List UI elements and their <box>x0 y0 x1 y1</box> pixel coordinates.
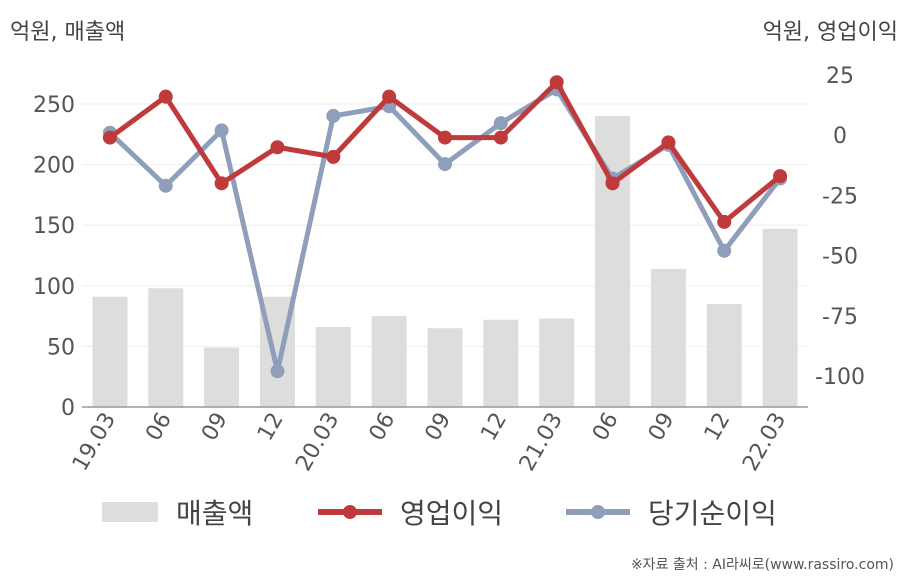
legend-label-net: 당기순이익 <box>648 497 777 530</box>
net-point <box>326 108 341 123</box>
right-tick-label: 0 <box>833 124 847 149</box>
operating-point <box>326 149 341 164</box>
revenue-bar <box>315 327 351 407</box>
x-tick-label: 12 <box>253 409 289 446</box>
x-tick-label: 09 <box>644 409 680 446</box>
left-tick-label: 0 <box>61 396 75 421</box>
revenue-bar <box>148 288 184 407</box>
right-axis-ticks: 25 0 -25 -50 -75 -100 <box>815 64 865 390</box>
operating-point <box>717 214 732 229</box>
left-tick-label: 200 <box>33 154 75 179</box>
net-point <box>270 364 285 379</box>
operating-line <box>108 79 782 225</box>
net-point <box>158 178 173 193</box>
right-tick-label: 25 <box>826 64 854 89</box>
right-tick-label: -25 <box>822 184 858 209</box>
x-tick-label: 20.03 <box>291 409 344 476</box>
operating-point <box>773 169 788 184</box>
x-tick-label: 12 <box>476 409 512 446</box>
revenue-bar <box>483 319 519 407</box>
revenue-bar <box>427 328 463 407</box>
x-tick-label: 09 <box>197 409 233 446</box>
x-tick-label: 09 <box>421 409 457 446</box>
right-tick-label: -75 <box>822 305 858 330</box>
operating-point <box>605 176 620 191</box>
net-point <box>717 243 732 258</box>
source-note: ※자료 출처 : AI라씨로(www.rassiro.com) <box>630 557 894 573</box>
revenue-bar <box>92 296 128 407</box>
x-tick-label: 06 <box>141 409 177 446</box>
x-tick-label: 19.03 <box>68 409 121 476</box>
x-tick-label: 06 <box>365 409 401 446</box>
x-tick-label: 22.03 <box>738 409 791 476</box>
legend-item-net: 당기순이익 <box>566 492 777 532</box>
left-tick-label: 150 <box>33 214 75 239</box>
net-point <box>438 157 452 172</box>
legend-item-revenue: 매출액 <box>102 492 253 532</box>
operating-point <box>382 89 397 104</box>
x-tick-label: 06 <box>588 409 624 446</box>
revenue-bar <box>204 347 240 407</box>
legend-operating-swatch <box>318 505 382 519</box>
left-tick-label: 100 <box>33 275 75 300</box>
left-tick-label: 250 <box>33 93 75 118</box>
operating-point <box>102 130 117 145</box>
operating-point <box>214 176 229 191</box>
revenue-bar <box>539 318 575 407</box>
right-tick-label: -50 <box>822 245 858 270</box>
legend-bar-swatch <box>102 502 158 522</box>
net-point <box>493 116 508 131</box>
x-axis-ticks: 19.03 06 09 12 20.03 06 09 12 21.03 06 09 12 22.03 <box>68 409 791 476</box>
line-series <box>102 75 788 379</box>
operating-point <box>158 89 173 104</box>
left-axis-ticks: 0 50 100 150 200 250 <box>33 93 75 421</box>
net-point <box>214 123 229 138</box>
legend-label-operating: 영업이익 <box>400 497 504 530</box>
right-tick-label: -100 <box>815 365 865 390</box>
operating-point <box>438 130 452 145</box>
right-axis-unit: 억원, 영업이익 <box>762 20 898 45</box>
revenue-bar <box>650 268 686 407</box>
legend-label-revenue: 매출액 <box>176 497 254 530</box>
x-tick-label: 21.03 <box>515 409 568 476</box>
revenue-bar <box>762 228 798 407</box>
operating-point <box>270 140 285 155</box>
left-axis-unit: 억원, 매출액 <box>10 20 126 45</box>
legend-net-swatch <box>566 505 630 519</box>
operating-point <box>493 130 508 145</box>
legend-item-operating: 영업이익 <box>318 492 503 532</box>
legend: 매출액 영업이익 당기순이익 <box>0 492 908 532</box>
left-tick-label: 50 <box>47 335 75 360</box>
x-tick-label: 12 <box>700 409 736 446</box>
revenue-bar <box>371 316 407 407</box>
revenue-bars <box>92 116 798 408</box>
operating-point <box>661 135 676 150</box>
operating-point <box>549 75 564 90</box>
revenue-bar <box>706 303 742 407</box>
